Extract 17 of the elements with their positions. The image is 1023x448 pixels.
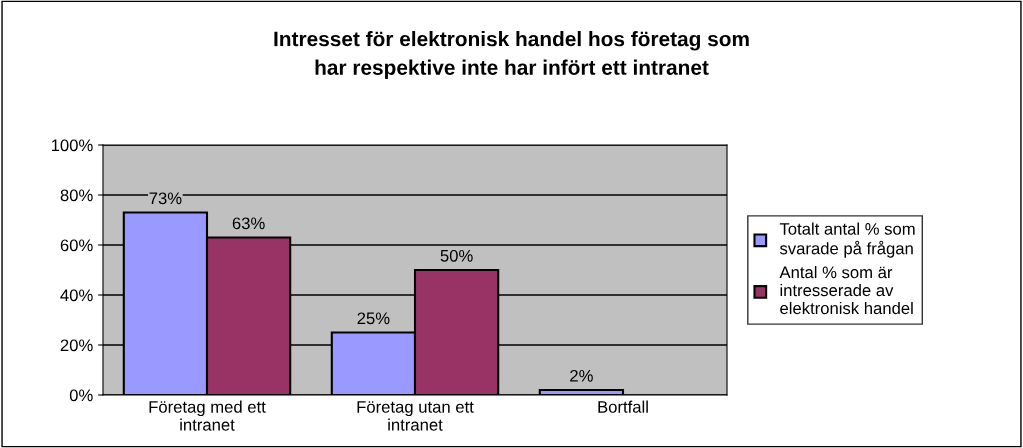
y-tick-label: 40% [60,289,93,302]
x-tick-label: Företag med ett intranet [149,400,266,431]
y-tick-label: 80% [60,189,93,202]
y-tick-label: 100% [51,139,93,152]
y-tick-label: 60% [60,239,93,252]
data-label: 63% [232,217,265,230]
y-tick-label: 20% [60,339,93,352]
y-tick-label: 0% [69,389,93,402]
data-label: 73% [149,192,182,205]
legend-label: Antal % som är intresserade av elektronisk handel [779,266,913,315]
chart-title: Intresset för elektronisk handel hos företag som har respektive inte har infört ett intranet [274,31,749,79]
legend-label: Totalt antal % som svarade på frågan [779,222,915,258]
data-label: 50% [440,249,473,262]
x-tick-label: Företag utan ett intranet [357,401,474,431]
data-label: 2% [570,369,593,382]
x-tick-label: Bortfall [598,400,648,413]
data-label: 25% [357,312,390,325]
